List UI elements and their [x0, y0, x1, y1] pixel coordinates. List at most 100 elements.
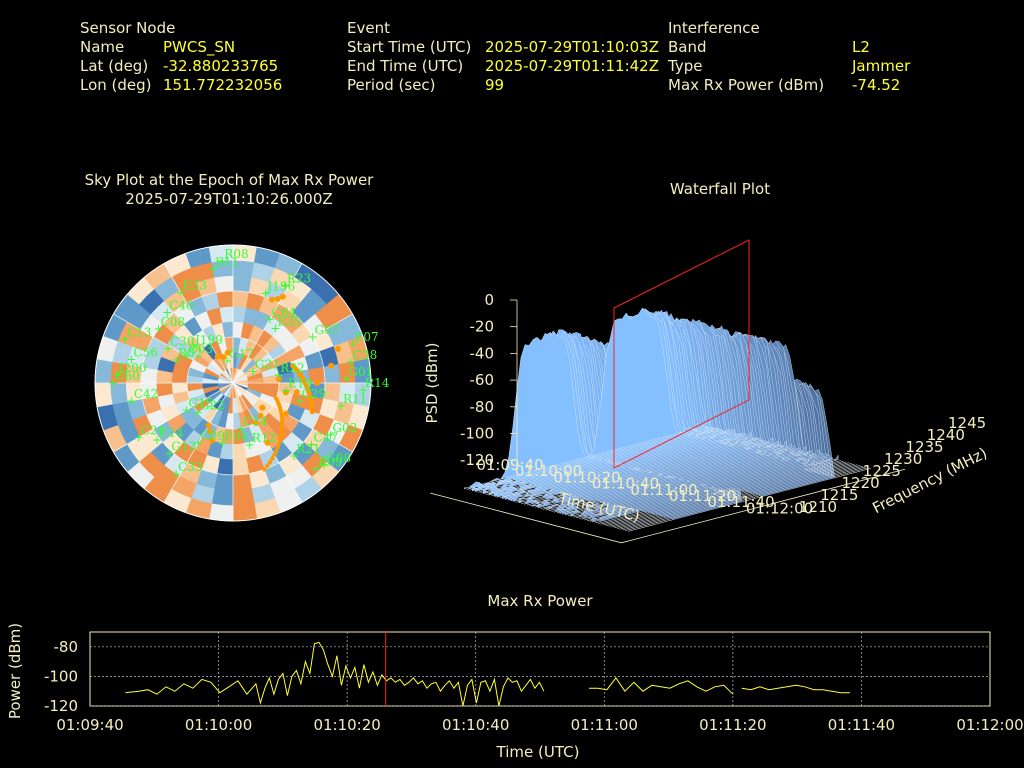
sky-heat-cell	[255, 417, 273, 437]
sky-satellite-label: C14	[159, 426, 184, 440]
chart-x-tick-label: 01:11:20	[699, 716, 766, 734]
sky-heat-cell	[197, 347, 214, 364]
sky-heat-cell	[94, 358, 113, 384]
sky-heat-cell	[179, 343, 199, 361]
waterfall-ribbon	[573, 334, 817, 518]
sky-heat-cell	[235, 352, 244, 369]
waterfall-ribbon	[622, 384, 866, 531]
sky-track-point	[265, 463, 270, 469]
chart-x-tick-label: 01:10:00	[185, 716, 252, 734]
waterfall-time-tick-label: 01:11:20	[669, 487, 736, 505]
sky-heat-cell	[201, 325, 218, 344]
sky-heat-cell	[291, 323, 314, 346]
sky-heat-cell	[247, 377, 264, 384]
sky-satellite-label: C08	[161, 315, 185, 329]
sky-heat-cell	[224, 368, 234, 384]
interference-title: Interference	[668, 19, 760, 37]
waterfall-ribbon	[584, 339, 828, 521]
sky-track-point	[280, 422, 285, 427]
sky-heat-cell	[232, 397, 239, 414]
waterfall-ribbon	[619, 382, 863, 530]
sky-track-point	[307, 394, 313, 400]
sky-heat-cell	[201, 292, 220, 312]
sky-satellite-marker: +	[193, 436, 203, 450]
waterfall-ribbon	[488, 313, 733, 496]
sky-track-point	[209, 437, 216, 444]
sky-heat-cell	[232, 382, 248, 392]
sky-heat-cell	[175, 398, 194, 415]
sky-heat-cell	[259, 393, 277, 407]
sky-heat-cell	[232, 369, 244, 384]
sky-heat-cell	[202, 377, 219, 384]
sky-heat-cell	[143, 263, 173, 290]
sky-heat-cell	[235, 397, 244, 414]
sky-heat-cell	[111, 340, 133, 365]
sky-track-point	[298, 373, 304, 379]
sky-heat-cell	[208, 244, 234, 263]
name-value: PWCS_SN	[163, 38, 236, 56]
sky-heat-cell	[202, 372, 219, 381]
sky-heat-cell	[299, 408, 320, 430]
sky-heat-cell	[325, 419, 349, 445]
sky-heat-cell	[185, 246, 212, 269]
sky-heat-cell	[209, 359, 224, 374]
sky-heat-cell	[269, 475, 295, 499]
waterfall-freq-tick-label: 1245	[948, 414, 986, 432]
sky-heat-cell	[261, 388, 279, 400]
sky-heat-cell	[338, 361, 356, 384]
sky-track-point	[293, 367, 299, 373]
sky-heat-cell	[278, 382, 295, 394]
waterfall-ribbon	[608, 379, 852, 527]
chart-series-line	[588, 677, 734, 695]
sky-heat-cell	[247, 342, 263, 360]
sky-track-point	[268, 296, 275, 303]
sky-heat-cell	[166, 413, 187, 433]
sky-heat-cell	[230, 367, 234, 384]
sky-heat-cell	[216, 290, 234, 308]
sky-track-point	[277, 441, 282, 446]
waterfall-ribbon	[510, 318, 755, 502]
sky-track-point	[279, 411, 284, 417]
sky-satellite-marker: +	[248, 365, 258, 379]
waterfall-ribbon	[529, 324, 773, 507]
sky-track-point	[301, 378, 307, 384]
waterfall-z-tick-label: -60	[470, 371, 495, 389]
sky-heat-cell	[125, 364, 143, 384]
waterfall-freq-tick-label: 1215	[820, 486, 858, 504]
sky-heat-cell	[248, 422, 265, 441]
sky-heat-cell	[190, 261, 215, 283]
waterfall-time-tick-label: 01:10:00	[515, 462, 582, 480]
sky-heat-cell	[312, 414, 335, 438]
sky-heat-cell	[240, 356, 254, 372]
sky-heat-cell	[264, 281, 288, 304]
sky-heat-cell	[127, 345, 147, 368]
chart-x-tick-label: 01:11:40	[828, 716, 895, 734]
sky-heat-cell	[206, 362, 222, 376]
sky-heat-cell	[126, 461, 155, 490]
event-panel: Event Start Time (UTC) 2025-07-29T01:10:0…	[347, 19, 667, 95]
sky-heat-cell	[156, 369, 173, 384]
sky-heat-cell	[245, 367, 263, 379]
sky-satellite-marker: +	[319, 458, 329, 472]
sky-satellite-label: R23	[287, 272, 311, 286]
sky-satellite-marker: +	[325, 428, 335, 442]
sky-heat-cell	[263, 429, 283, 450]
sky-heat-cell	[272, 422, 293, 443]
chart-grid	[90, 632, 990, 707]
sky-satellite-marker: +	[245, 438, 255, 452]
sky-heat-cell	[232, 367, 239, 384]
sky-heat-cell	[156, 382, 173, 397]
sky-satellite-label: C42	[134, 387, 158, 401]
sky-heat-cell	[171, 382, 188, 394]
sky-heat-cell	[216, 411, 228, 429]
sky-heatmap	[94, 244, 372, 522]
sky-track-point	[308, 400, 314, 406]
sky-heat-cell	[312, 328, 335, 352]
sky-heat-cell	[242, 359, 257, 374]
sky-heat-cell	[186, 374, 204, 384]
waterfall-ribbon	[600, 375, 844, 525]
sky-satellite-marker: +	[295, 394, 305, 408]
sky-heat-cell	[140, 366, 158, 384]
